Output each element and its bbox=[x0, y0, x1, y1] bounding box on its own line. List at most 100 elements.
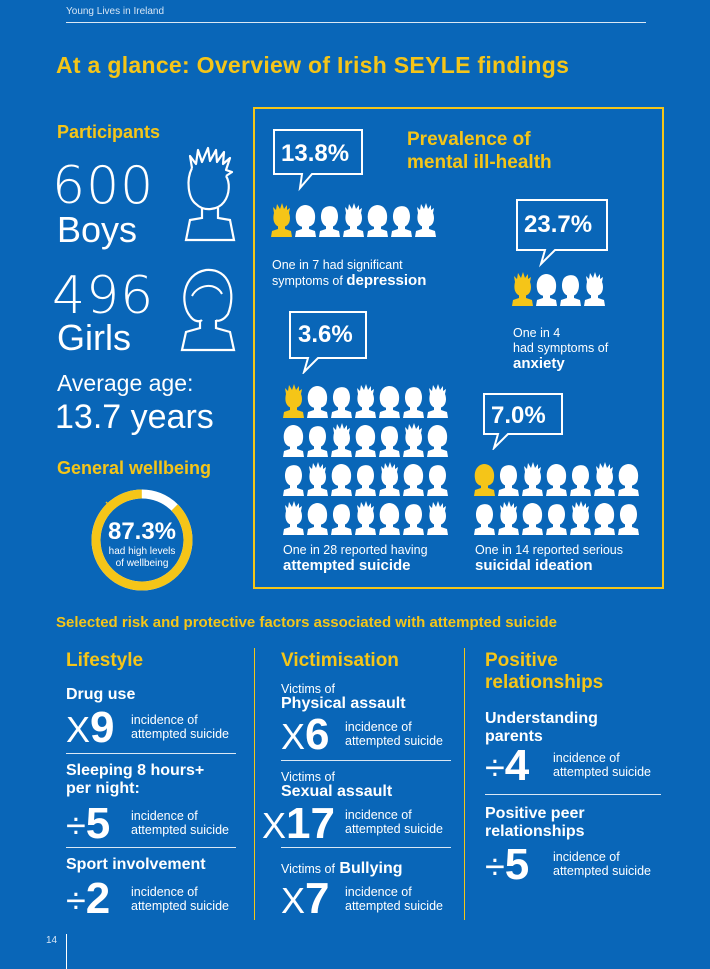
attempted-percentage: 3.6% bbox=[298, 321, 353, 348]
boys-label: Boys bbox=[57, 209, 138, 250]
sport-number: 2 bbox=[85, 874, 111, 923]
victimisation-rule-2 bbox=[281, 847, 451, 848]
person-figure-icon bbox=[355, 384, 376, 418]
bullying-number: 7 bbox=[305, 874, 330, 923]
person-figure-icon bbox=[474, 504, 495, 535]
sport-incidence-line-1: incidence of bbox=[131, 885, 198, 899]
person-figure-icon bbox=[403, 464, 424, 496]
peer-multiplier: ÷5 bbox=[485, 843, 529, 887]
person-figure-icon bbox=[379, 426, 400, 457]
sport-incidence-line-2: attempted suicide bbox=[131, 899, 229, 913]
person-figure-icon bbox=[355, 465, 376, 496]
person-figure-icon bbox=[427, 501, 448, 535]
person-figure-icon bbox=[307, 386, 328, 418]
person-figure-icon bbox=[618, 504, 639, 535]
person-figure-icon bbox=[498, 465, 519, 496]
ideation-caption-line-1: One in 14 reported serious bbox=[475, 543, 624, 557]
sexual-incidence-line-2: attempted suicide bbox=[345, 822, 443, 836]
drug-use-incidence: incidence of attempted suicide bbox=[131, 713, 229, 741]
peer-title-line-2: relationships bbox=[485, 823, 585, 840]
lifestyle-rule-2 bbox=[66, 847, 236, 848]
person-figure-icon bbox=[498, 501, 519, 535]
girl-head-icon bbox=[180, 268, 236, 352]
bullying-multiplier: X7 bbox=[281, 877, 330, 921]
parents-number: 4 bbox=[504, 741, 530, 790]
physical-pre: Victims of bbox=[281, 682, 335, 696]
sleep-title-line-2: per night: bbox=[66, 780, 140, 797]
person-figure-icon bbox=[427, 465, 448, 496]
anxiety-caption-line-2: had symptoms of bbox=[513, 341, 609, 355]
participants-heading: Participants bbox=[57, 122, 161, 142]
parents-multiplier: ÷4 bbox=[485, 744, 529, 788]
attempted-caption: One in 28 reported having attempted suic… bbox=[283, 543, 428, 574]
ideation-speech-bubble bbox=[483, 393, 563, 450]
page-title: At a glance: Overview of Irish SEYLE fin… bbox=[56, 52, 570, 78]
depression-speech-bubble bbox=[273, 129, 363, 192]
anxiety-caption: One in 4 had symptoms of anxiety bbox=[513, 326, 608, 372]
person-figure-icon bbox=[594, 503, 615, 535]
peer-number: 5 bbox=[504, 840, 530, 889]
person-figure-icon bbox=[594, 462, 615, 496]
figure-row bbox=[511, 272, 607, 306]
girls-label: Girls bbox=[57, 317, 131, 358]
ideation-caption-bold: suicidal ideation bbox=[475, 557, 593, 574]
wellbeing-caption-line-2: of wellbeing bbox=[115, 558, 169, 569]
boy-head-icon bbox=[184, 146, 236, 242]
depression-percentage: 13.8% bbox=[281, 140, 350, 167]
physical-number: 6 bbox=[305, 710, 330, 759]
bullying-incidence: incidence of attempted suicide bbox=[345, 885, 443, 913]
person-figure-icon bbox=[512, 272, 533, 306]
figure-row bbox=[473, 462, 641, 496]
sexual-multiplier: X17 bbox=[262, 802, 335, 846]
parents-title-line-1: Understanding bbox=[485, 710, 598, 727]
sport-incidence: incidence of attempted suicide bbox=[131, 885, 229, 913]
attempted-caption-bold: attempted suicide bbox=[283, 557, 411, 574]
positive-rule-1 bbox=[485, 794, 661, 795]
person-figure-icon bbox=[379, 386, 400, 418]
person-figure-icon bbox=[474, 464, 495, 496]
person-figure-icon bbox=[343, 203, 364, 237]
physical-incidence: incidence of attempted suicide bbox=[345, 720, 443, 748]
person-figure-icon bbox=[319, 206, 340, 237]
depression-caption-line-1: One in 7 had significant bbox=[272, 258, 403, 272]
parents-incidence-line-2: attempted suicide bbox=[553, 765, 651, 779]
person-figure-icon bbox=[536, 274, 557, 306]
running-header: Young Lives in Ireland bbox=[66, 6, 165, 17]
sleep-number: 5 bbox=[85, 799, 111, 848]
peer-title-line-1: Positive peer bbox=[485, 805, 585, 822]
column-divider-1 bbox=[254, 648, 255, 920]
person-figure-icon bbox=[283, 425, 304, 457]
lifestyle-heading: Lifestyle bbox=[66, 650, 144, 671]
anxiety-speech-bubble bbox=[516, 199, 608, 268]
person-figure-icon bbox=[331, 464, 352, 496]
person-figure-icon bbox=[355, 425, 376, 457]
parents-incidence: incidence of attempted suicide bbox=[553, 751, 651, 779]
person-figure-icon bbox=[403, 423, 424, 457]
prevalence-heading: Prevalence of mental ill-health bbox=[407, 128, 607, 174]
column-divider-2 bbox=[464, 648, 465, 920]
ideation-caption: One in 14 reported serious suicidal idea… bbox=[475, 543, 623, 574]
page-number: 14 bbox=[46, 935, 58, 946]
person-figure-icon bbox=[546, 504, 567, 535]
sleep-multiplier: ÷5 bbox=[66, 802, 110, 846]
person-figure-icon bbox=[584, 272, 605, 306]
drug-use-incidence-line-2: attempted suicide bbox=[131, 727, 229, 741]
ideation-figure-grid bbox=[473, 462, 641, 540]
depression-caption-line-2: symptoms of bbox=[272, 274, 343, 288]
wellbeing-value: 87.3% bbox=[107, 518, 177, 545]
person-figure-icon bbox=[295, 205, 316, 237]
drug-use-multiplier: X9 bbox=[66, 706, 115, 750]
drug-use-number: 9 bbox=[90, 703, 115, 752]
person-figure-icon bbox=[570, 501, 591, 535]
depression-figure-row bbox=[270, 203, 438, 242]
parents-title-line-2: parents bbox=[485, 728, 543, 745]
wellbeing-caption-line-1: had high levels bbox=[108, 546, 176, 557]
lifestyle-rule-1 bbox=[66, 753, 236, 754]
person-figure-icon bbox=[522, 462, 543, 496]
sexual-pre: Victims of bbox=[281, 770, 335, 784]
physical-incidence-line-2: attempted suicide bbox=[345, 734, 443, 748]
positive-heading-line-1: Positive bbox=[485, 650, 558, 671]
prevalence-heading-line-1: Prevalence of bbox=[407, 129, 531, 150]
anxiety-figure-row bbox=[511, 272, 607, 311]
wellbeing-caption: had high levels of wellbeing bbox=[98, 546, 186, 570]
